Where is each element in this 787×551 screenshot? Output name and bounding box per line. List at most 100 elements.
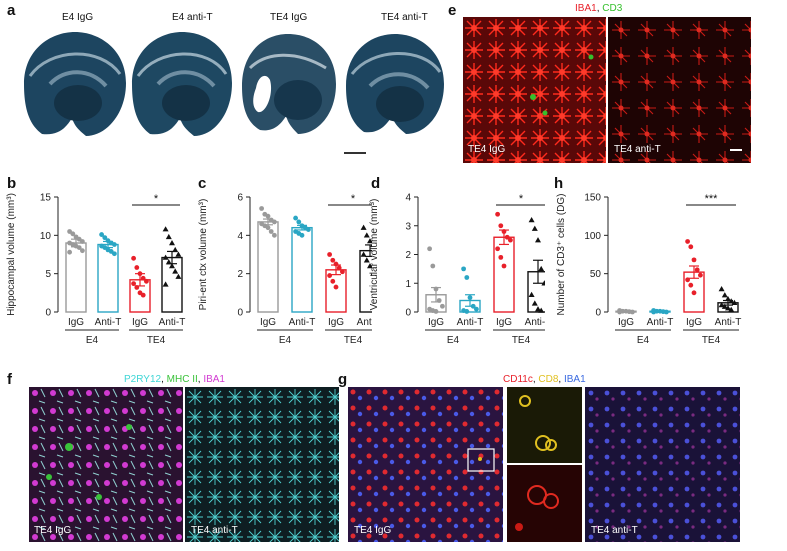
data-point [538, 307, 545, 313]
legend-sep: , [197, 374, 204, 385]
data-point [169, 263, 175, 269]
micrograph-f-te4-igg: TE4 IgG [29, 387, 183, 542]
data-point [535, 237, 541, 243]
x-tick-label: IgG [496, 317, 512, 328]
chart-b-hippocampal-volume: 0 5 10 15 Hippocampal volume (mm³) IgG Anti-T I… [6, 193, 185, 347]
data-point [495, 211, 500, 217]
legend-cd3: CD3 [602, 3, 623, 14]
panel-b-label: b [7, 175, 17, 192]
significance-label: *** [705, 193, 719, 205]
data-point [165, 259, 172, 265]
data-point [172, 268, 179, 274]
data-point [498, 223, 504, 229]
y-tick-label: 100 [584, 231, 601, 242]
tag-g-left: TE4 IgG [354, 525, 392, 536]
data-point [531, 225, 538, 231]
legend-mhc2: MHC II [166, 374, 198, 385]
x-tick-label: IgG [260, 317, 276, 328]
data-point [360, 224, 367, 230]
group-label: E4 [447, 335, 460, 346]
data-point [538, 265, 545, 272]
data-point [162, 254, 169, 260]
data-point [306, 227, 311, 232]
data-point [464, 275, 470, 280]
data-point [685, 277, 690, 283]
x-tick-label: IgG [328, 317, 344, 328]
data-point [330, 278, 336, 284]
data-point [535, 306, 541, 312]
panel-e-label: e [448, 2, 457, 19]
legend-sep: , [596, 3, 603, 14]
data-point [112, 251, 117, 257]
y-axis-label: Ventricular volume (mm³) [369, 199, 380, 311]
data-point [336, 265, 342, 271]
x-tick-label: IgG [428, 317, 444, 328]
data-point [265, 225, 271, 231]
data-point [265, 213, 271, 219]
tag-e-right: TE4 anti-T [614, 144, 661, 155]
significance-label: * [351, 193, 356, 205]
data-point [725, 295, 731, 302]
y-tick-label: 5 [45, 269, 51, 280]
legend-sep: , [532, 374, 539, 385]
y-tick-label: 2 [237, 269, 243, 280]
data-point [691, 290, 697, 296]
data-point [698, 272, 703, 278]
data-point [169, 240, 175, 246]
data-point [470, 303, 476, 309]
brain-section-e4-igg [24, 32, 126, 136]
data-point [340, 269, 345, 275]
brain-section-te4-anti-t [346, 34, 444, 134]
data-point [134, 265, 140, 270]
tag-f-left: TE4 IgG [34, 525, 72, 536]
y-tick-label: 50 [590, 269, 602, 280]
data-point [175, 251, 182, 257]
data-point [721, 303, 728, 309]
data-point [528, 217, 535, 223]
y-axis-label: Piri-ent ctx volume (mm³) [198, 199, 209, 311]
x-tick-label: Anti-T [357, 317, 372, 328]
data-point [137, 271, 143, 277]
data-point [694, 267, 700, 273]
legend-sep: , [558, 374, 564, 385]
legend-sep: , [161, 374, 167, 385]
chart-c-piri-ent-volume: 0 2 4 6 Piri-ent ctx volume (mm³) IgG Anti-T Ig… [198, 193, 372, 346]
legend-cd8: CD8 [538, 374, 559, 385]
data-point [272, 219, 277, 225]
tag-g-right: TE4 anti-T [591, 525, 638, 536]
data-point [172, 246, 179, 253]
data-point [175, 273, 182, 279]
data-point [165, 233, 172, 240]
data-point [728, 306, 735, 312]
panel-a-title-3: TE4 IgG [270, 12, 308, 23]
inset-g-cd11c [507, 465, 582, 542]
micrograph-e-te4-anti-t: TE4 anti-T [608, 17, 751, 163]
panel-f-legend: P2RY12, MHC II, IBA1 [124, 374, 225, 385]
y-axis-label: Hippocampal volume (mm³) [6, 193, 17, 316]
x-tick-label: IgG [618, 317, 634, 328]
data-point [80, 248, 85, 254]
data-point [363, 257, 370, 263]
panel-a-title-2: E4 anti-T [172, 12, 213, 23]
data-point [433, 286, 439, 292]
y-tick-label: 4 [405, 193, 411, 204]
legend-iba1: IBA1 [203, 374, 225, 385]
group-label: TE4 [147, 335, 166, 346]
chart-h-cd3-cells: 0 50 100 150 Number of CD3⁺ cells (DG) IgG Ant… [556, 193, 741, 347]
micrograph-e-te4-igg: TE4 IgG [463, 17, 606, 163]
data-point [370, 243, 372, 248]
y-tick-label: 0 [237, 308, 243, 319]
legend-cd11c: CD11c [503, 374, 533, 385]
data-point [718, 286, 725, 292]
panel-f-label: f [7, 371, 12, 388]
data-point [67, 249, 72, 255]
tag-f-right: TE4 anti-T [191, 525, 238, 536]
panel-g-label: g [338, 371, 348, 388]
data-point [664, 309, 669, 315]
y-tick-label: 15 [40, 193, 52, 204]
brain-section-e4-anti-t [132, 32, 232, 136]
data-point [728, 298, 735, 304]
y-tick-label: 3 [405, 221, 411, 232]
x-tick-label: IgG [686, 317, 702, 328]
data-point [370, 272, 372, 276]
